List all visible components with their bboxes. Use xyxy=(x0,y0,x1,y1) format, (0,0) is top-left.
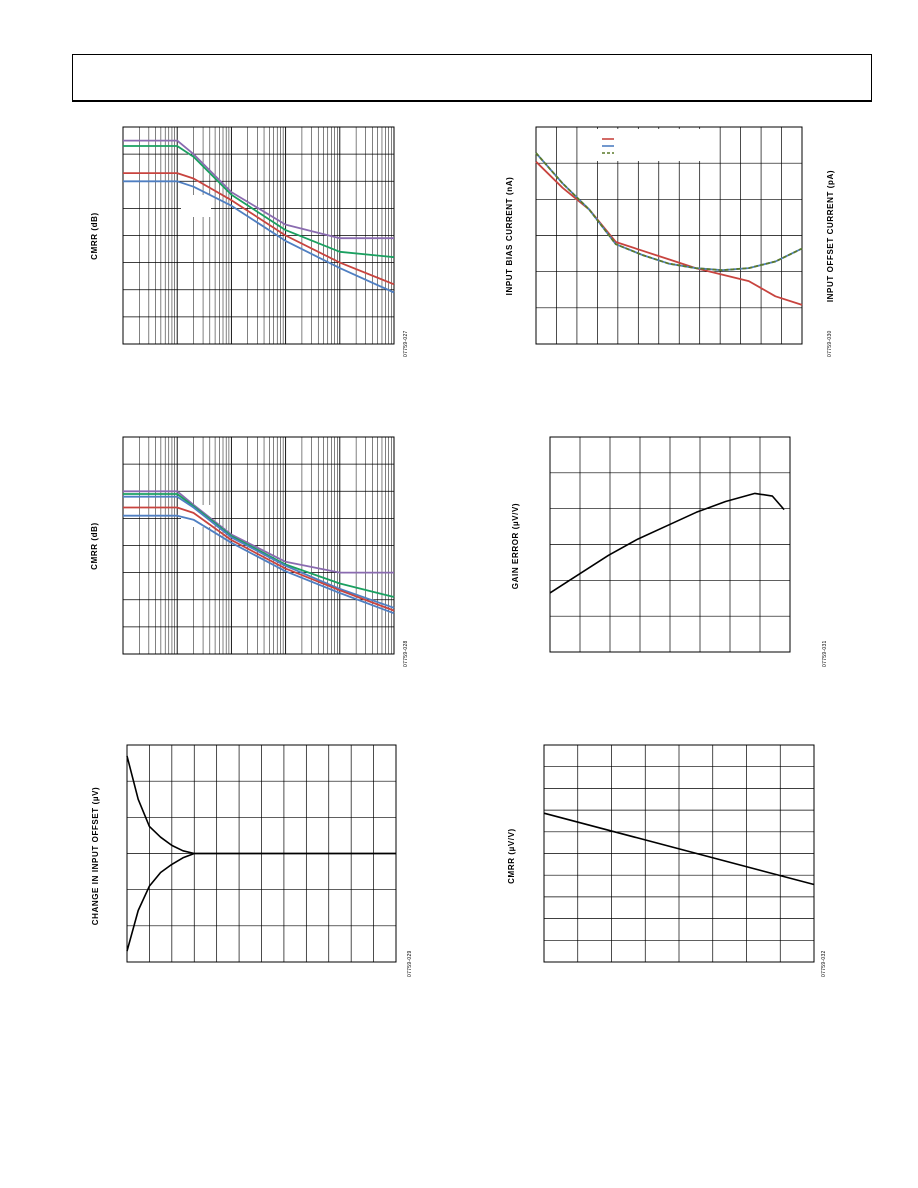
figure-id: 07759-029 xyxy=(407,950,413,977)
y-axis-label: CHANGE IN INPUT OFFSET (µV) xyxy=(91,787,100,926)
series-line xyxy=(123,139,394,240)
chart-bias-current-temp: INPUT BIAS CURRENT (nA) INPUT OFFSET CURR… xyxy=(505,126,835,357)
chart-panel-cmrr-freq-2: CMRR (dB) 07759-028 xyxy=(80,422,480,702)
figure-id: 07759-030 xyxy=(827,330,833,357)
plot-area xyxy=(535,126,803,345)
plot-area xyxy=(122,126,395,345)
legend-blank xyxy=(181,195,211,217)
chart-panel-input-offset: CHANGE IN INPUT OFFSET (µV) 07759-029 xyxy=(80,732,480,1012)
plot-frame xyxy=(549,436,791,653)
chart-cmrr-freq-1: CMRR (dB) 07759-027 xyxy=(90,126,409,357)
plot-frame xyxy=(543,744,815,963)
chart-cmrr-uvv: CMRR (µV/V) 07759-032 xyxy=(507,744,827,977)
legend xyxy=(596,129,706,161)
chart-panel-cmrr-freq-1: CMRR (dB) 07759-027 xyxy=(80,112,480,392)
plot-area xyxy=(549,436,791,653)
y-axis-label: INPUT BIAS CURRENT (nA) xyxy=(505,177,514,296)
y-axis-label: CMRR (dB) xyxy=(90,522,99,570)
series-line xyxy=(123,180,395,294)
figure-id: 07759-027 xyxy=(403,330,409,357)
chart-panel-cmrr-uvv: CMRR (µV/V) 07759-032 xyxy=(498,732,898,1012)
series-line xyxy=(123,172,395,286)
series-line xyxy=(535,152,803,272)
chart-panel-bias-current: INPUT BIAS CURRENT (nA) INPUT OFFSET CURR… xyxy=(498,112,898,392)
y-axis-label: GAIN ERROR (µV/V) xyxy=(511,503,520,589)
plot-area xyxy=(543,744,815,963)
series-line xyxy=(123,145,395,259)
page-header-box xyxy=(72,54,872,102)
series-line xyxy=(126,852,396,952)
series-line xyxy=(123,490,394,574)
y-axis-label-right: INPUT OFFSET CURRENT (pA) xyxy=(826,170,835,302)
series-line xyxy=(123,514,395,615)
figure-id: 07759-032 xyxy=(821,950,827,977)
plot-area xyxy=(122,436,395,655)
figure-id: 07759-031 xyxy=(822,640,828,667)
legend-box xyxy=(596,129,706,161)
series-line xyxy=(123,493,395,598)
plot-frame xyxy=(122,126,395,345)
chart-cmrr-freq-2: CMRR (dB) 07759-028 xyxy=(90,436,409,667)
series-line xyxy=(535,161,803,306)
y-axis-label: CMRR (µV/V) xyxy=(507,828,516,884)
chart-gain-error: GAIN ERROR (µV/V) 07759-031 xyxy=(511,436,828,667)
series-line xyxy=(549,492,785,594)
series-line xyxy=(123,495,395,609)
series-line xyxy=(535,152,803,272)
chart-panel-gain-error: GAIN ERROR (µV/V) 07759-031 xyxy=(498,422,898,702)
plot-frame xyxy=(535,126,803,345)
series-line xyxy=(543,812,815,886)
chart-input-offset-change: CHANGE IN INPUT OFFSET (µV) 07759-029 xyxy=(91,744,413,977)
series-line xyxy=(123,506,395,612)
plot-frame xyxy=(122,436,395,655)
plot-area xyxy=(126,744,397,963)
figure-id: 07759-028 xyxy=(403,640,409,667)
y-axis-label: CMRR (dB) xyxy=(90,212,99,260)
